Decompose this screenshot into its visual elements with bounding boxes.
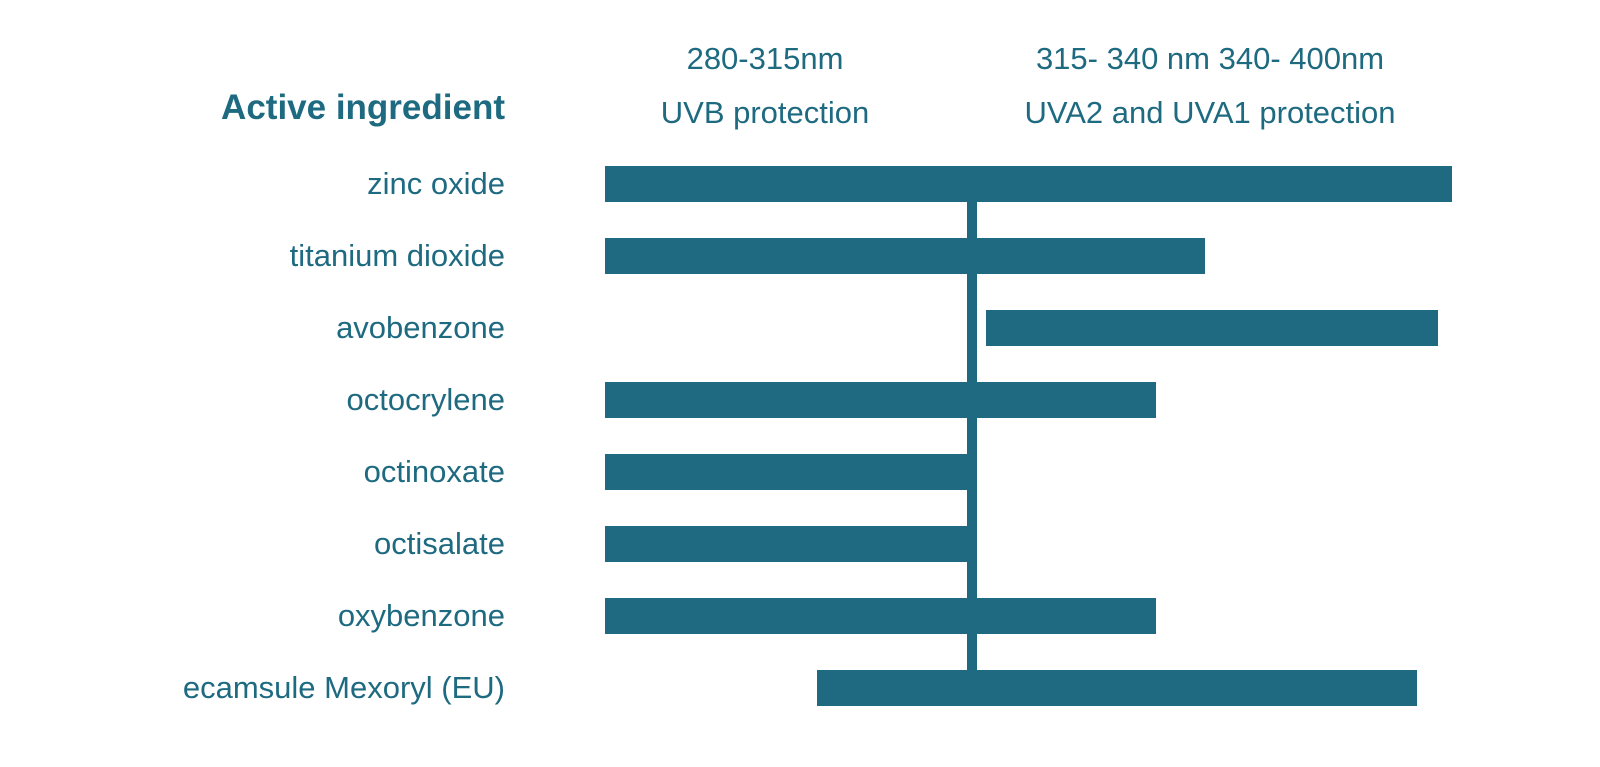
chart-row: avobenzone: [0, 292, 1600, 364]
bar-track: [605, 598, 1452, 634]
chart-row: oxybenzone: [0, 580, 1600, 652]
uva-protection-label: UVA2 and UVA1 protection: [1024, 95, 1396, 130]
range-bar: [605, 598, 1156, 634]
ingredient-label: octocrylene: [346, 382, 505, 417]
uva-column-header: 315- 340 nm 340- 400nm UVA2 and UVA1 pro…: [965, 32, 1455, 140]
ingredient-label: titanium dioxide: [289, 238, 505, 273]
range-bar: [986, 310, 1438, 346]
uvb-column-header: 280-315nm UVB protection: [605, 32, 925, 140]
chart-row: octinoxate: [0, 436, 1600, 508]
ingredient-label: octinoxate: [363, 454, 505, 489]
ingredient-label: oxybenzone: [337, 598, 505, 633]
range-bar: [605, 382, 1156, 418]
chart-row: ecamsule Mexoryl (EU): [0, 652, 1600, 724]
bar-track: [605, 166, 1452, 202]
bar-track: [605, 310, 1452, 346]
ingredient-label: octisalate: [374, 526, 505, 561]
range-bar: [605, 526, 973, 562]
chart-row: octocrylene: [0, 364, 1600, 436]
chart-body: zinc oxide titanium dioxide avobenzone octo…: [0, 148, 1600, 724]
range-bar: [605, 238, 1205, 274]
bar-track: [605, 382, 1452, 418]
chart-row: octisalate: [0, 508, 1600, 580]
active-ingredient-heading: Active ingredient: [221, 88, 505, 127]
range-bar: [816, 670, 1417, 706]
ingredient-label: zinc oxide: [367, 166, 505, 201]
bar-track: [605, 238, 1452, 274]
bar-track: [605, 454, 1452, 490]
uva-range-label: 315- 340 nm 340- 400nm: [1035, 41, 1385, 76]
bar-track: [605, 670, 1452, 706]
chart-row: zinc oxide: [0, 148, 1600, 220]
ingredient-label: avobenzone: [336, 310, 505, 345]
range-bar: [605, 166, 1452, 202]
bar-track: [605, 526, 1452, 562]
uvb-range-label: 280-315nm: [686, 41, 844, 76]
chart-row: titanium dioxide: [0, 220, 1600, 292]
range-bar: [605, 454, 973, 490]
uvb-protection-label: UVB protection: [660, 95, 870, 130]
ingredient-label: ecamsule Mexoryl (EU): [182, 670, 505, 705]
